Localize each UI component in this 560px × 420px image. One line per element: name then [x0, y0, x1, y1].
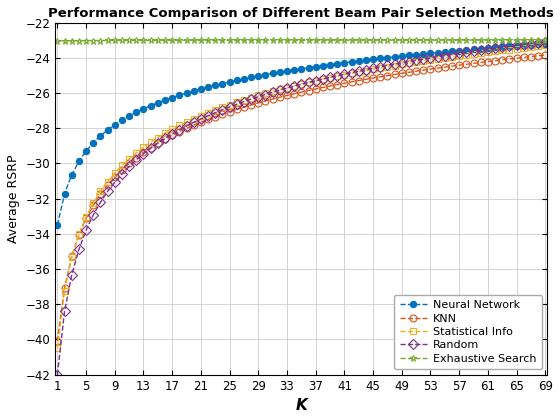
- Exhaustive Search: [219, 38, 226, 43]
- Statistical Info: [147, 140, 154, 145]
- Statistical Info: [54, 346, 60, 351]
- KNN: [334, 82, 340, 87]
- KNN: [54, 339, 60, 344]
- Line: Neural Network: Neural Network: [54, 40, 548, 228]
- Exhaustive Search: [54, 39, 60, 44]
- Exhaustive Search: [90, 38, 97, 43]
- Line: Exhaustive Search: Exhaustive Search: [54, 37, 549, 45]
- Neural Network: [334, 61, 340, 66]
- KNN: [212, 114, 218, 119]
- Legend: Neural Network, KNN, Statistical Info, Random, Exhaustive Search: Neural Network, KNN, Statistical Info, R…: [394, 295, 542, 369]
- Y-axis label: Average RSRP: Average RSRP: [7, 154, 20, 243]
- KNN: [90, 202, 97, 207]
- Neural Network: [90, 140, 97, 145]
- Statistical Info: [542, 43, 549, 48]
- Neural Network: [542, 41, 549, 46]
- KNN: [542, 52, 549, 58]
- Neural Network: [147, 103, 154, 108]
- Random: [219, 107, 226, 112]
- Exhaustive Search: [542, 37, 549, 42]
- Random: [334, 73, 340, 78]
- KNN: [119, 167, 125, 172]
- Neural Network: [119, 118, 125, 123]
- Random: [147, 146, 154, 151]
- Title: Performance Comparison of Different Beam Pair Selection Methods: Performance Comparison of Different Beam…: [48, 7, 554, 20]
- Line: KNN: KNN: [54, 52, 549, 345]
- Exhaustive Search: [147, 38, 154, 43]
- Neural Network: [219, 81, 226, 86]
- Neural Network: [54, 223, 60, 228]
- KNN: [147, 145, 154, 150]
- Statistical Info: [334, 74, 340, 79]
- Line: Statistical Info: Statistical Info: [54, 42, 549, 352]
- Random: [54, 372, 60, 377]
- Line: Random: Random: [54, 38, 549, 378]
- KNN: [219, 112, 226, 117]
- Random: [119, 171, 125, 176]
- Random: [90, 213, 97, 218]
- Statistical Info: [212, 107, 218, 112]
- Statistical Info: [119, 163, 125, 168]
- Exhaustive Search: [334, 38, 340, 43]
- Random: [212, 110, 218, 115]
- Statistical Info: [219, 105, 226, 110]
- Neural Network: [212, 83, 218, 88]
- Exhaustive Search: [119, 38, 125, 43]
- Random: [542, 39, 549, 45]
- Statistical Info: [90, 200, 97, 205]
- X-axis label: K: K: [296, 398, 307, 413]
- Exhaustive Search: [212, 38, 218, 43]
